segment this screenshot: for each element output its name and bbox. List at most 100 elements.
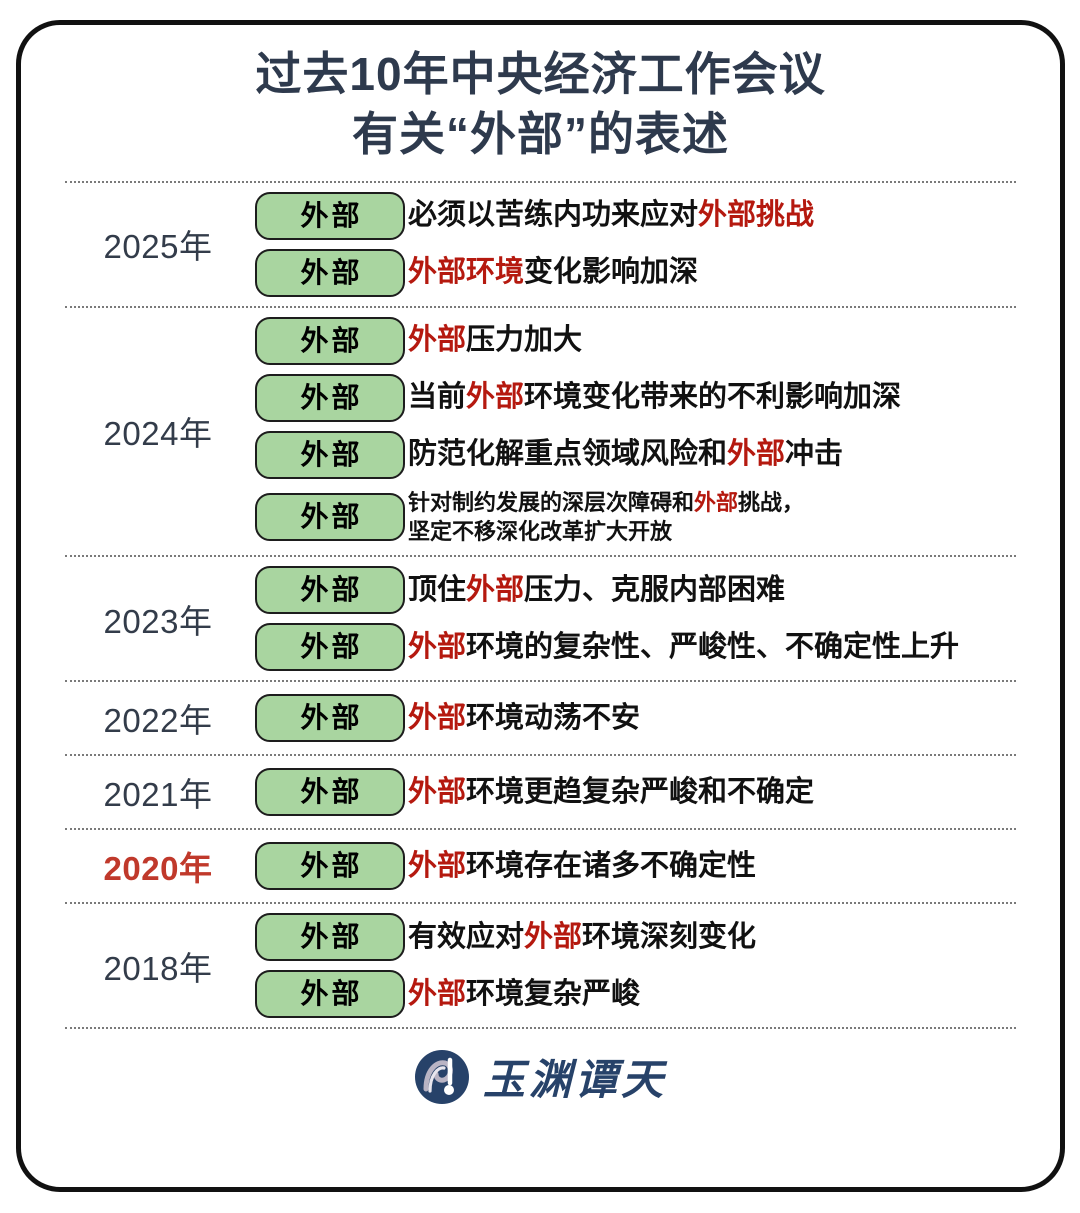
keyword-badge: 外部 <box>255 191 405 240</box>
entry-text: 外部环境更趋复杂严峻和不确定 <box>408 774 814 811</box>
infographic-card: 过去10年中央经济工作会议 有关“外部”的表述 2025年 外部 必须以苦练内功来应… <box>16 20 1065 1192</box>
entry-text: 外部环境复杂严峻 <box>408 976 640 1013</box>
entry-text-line: 针对制约发展的深层次障碍和外部挑战， <box>408 488 804 517</box>
entry-list: 外部 外部环境动荡不安 <box>251 694 1016 743</box>
highlight-text: 外部 <box>694 489 739 515</box>
footer: 玉渊谭天 <box>65 1027 1016 1107</box>
entry-text-line: 防范化解重点领域风险和外部冲击 <box>408 436 843 473</box>
year-label: 2022年 <box>103 702 213 740</box>
plain-text: 环境深刻变化 <box>582 920 757 953</box>
plain-text: 环境变化带来的不利影响加深 <box>524 381 902 414</box>
list-item: 外部 防范化解重点领域风险和外部冲击 <box>255 430 1016 479</box>
plain-text: 坚定不移深化改革扩大开放 <box>408 518 673 544</box>
page-title: 过去10年中央经济工作会议 有关“外部”的表述 <box>21 45 1060 165</box>
list-item: 外部 针对制约发展的深层次障碍和外部挑战， 坚定不移深化改革扩大开放 <box>255 488 1016 547</box>
entry-text-line: 必须以苦练内功来应对外部挑战 <box>408 197 814 234</box>
entry-text: 针对制约发展的深层次障碍和外部挑战， 坚定不移深化改革扩大开放 <box>408 488 804 547</box>
list-item: 外部 有效应对外部环境深刻变化 <box>255 913 1016 962</box>
entry-text: 外部环境的复杂性、严峻性、不确定性上升 <box>408 629 959 666</box>
highlight-text: 外部 <box>408 324 467 357</box>
entry-text-line: 坚定不移深化改革扩大开放 <box>408 517 804 546</box>
table-row: 2018年 外部 有效应对外部环境深刻变化 外部 外部环境复杂严峻 <box>65 902 1016 1027</box>
table-row: 2020年 外部 外部环境存在诸多不确定性 <box>65 828 1016 902</box>
year-label: 2025年 <box>103 228 213 266</box>
entry-text-line: 外部环境动荡不安 <box>408 700 640 737</box>
entry-list: 外部 顶住外部压力、克服内部困难 外部 外部环境的复杂性、严峻性、不确定性上升 <box>251 566 1016 672</box>
highlight-text: 外部挑战 <box>698 199 815 232</box>
highlight-text: 外部 <box>408 701 467 734</box>
plain-text: 环境动荡不安 <box>466 701 641 734</box>
entry-text: 必须以苦练内功来应对外部挑战 <box>408 197 814 234</box>
title-line-1: 过去10年中央经济工作会议 <box>255 48 826 100</box>
list-item: 外部 必须以苦练内功来应对外部挑战 <box>255 191 1016 240</box>
plain-text: 环境更趋复杂严峻和不确定 <box>466 775 815 808</box>
entry-text: 顶住外部压力、克服内部困难 <box>408 572 785 609</box>
highlight-text: 外部环境 <box>408 256 525 289</box>
entry-text-line: 有效应对外部环境深刻变化 <box>408 919 756 956</box>
keyword-badge: 外部 <box>255 913 405 962</box>
keyword-badge: 外部 <box>255 492 405 541</box>
year-label: 2020年 <box>103 850 213 888</box>
keyword-badge: 外部 <box>255 248 405 297</box>
keyword-badge: 外部 <box>255 566 405 615</box>
entry-text: 防范化解重点领域风险和外部冲击 <box>408 436 843 473</box>
entry-text: 外部环境变化影响加深 <box>408 254 698 291</box>
entry-list: 外部 外部环境存在诸多不确定性 <box>251 842 1016 891</box>
entry-text: 外部环境存在诸多不确定性 <box>408 848 756 885</box>
plain-text: 必须以苦练内功来应对 <box>408 199 699 232</box>
plain-text: 环境存在诸多不确定性 <box>466 849 757 882</box>
plain-text: 针对制约发展的深层次障碍和 <box>408 489 695 515</box>
keyword-badge: 外部 <box>255 842 405 891</box>
plain-text: 防范化解重点领域风险和 <box>408 438 728 471</box>
footer-logo-text: 玉渊谭天 <box>482 1058 667 1105</box>
yuyuan-tantian-swirl-logo-icon <box>414 1049 469 1104</box>
entry-text: 外部压力加大 <box>408 322 582 359</box>
list-item: 外部 外部环境更趋复杂严峻和不确定 <box>255 768 1016 817</box>
title-line-2: 有关“外部”的表述 <box>352 107 729 160</box>
plain-text: 环境的复杂性、严峻性、不确定性上升 <box>466 630 960 663</box>
keyword-badge: 外部 <box>255 316 405 365</box>
table-row: 2025年 外部 必须以苦练内功来应对外部挑战 外部 外部环境变化影响加深 <box>65 180 1016 306</box>
entry-text: 外部环境动荡不安 <box>408 700 640 737</box>
list-item: 外部 外部压力加大 <box>255 316 1016 365</box>
plain-text: 有效应对 <box>408 920 525 953</box>
year-rows: 2025年 外部 必须以苦练内功来应对外部挑战 外部 外部环境变化影响加深 2024年 外部… <box>21 180 1060 1028</box>
entry-text-line: 外部环境的复杂性、严峻性、不确定性上升 <box>408 629 959 666</box>
highlight-text: 外部 <box>408 775 467 808</box>
list-item: 外部 外部环境动荡不安 <box>255 694 1016 743</box>
entry-text-line: 顶住外部压力、克服内部困难 <box>408 572 785 609</box>
entry-list: 外部 必须以苦练内功来应对外部挑战 外部 外部环境变化影响加深 <box>251 191 1016 297</box>
plain-text: 当前 <box>408 381 467 414</box>
highlight-text: 外部 <box>408 977 467 1010</box>
keyword-badge: 外部 <box>255 623 405 672</box>
entry-text-line: 外部环境复杂严峻 <box>408 976 640 1013</box>
keyword-badge: 外部 <box>255 768 405 817</box>
plain-text: 变化影响加深 <box>524 256 699 289</box>
plain-text: 顶住 <box>408 573 467 606</box>
year-label: 2021年 <box>103 776 213 814</box>
entry-list: 外部 外部压力加大 外部 当前外部环境变化带来的不利影响加深 外部 防范化解重点领域风险和… <box>251 316 1016 547</box>
entry-text: 有效应对外部环境深刻变化 <box>408 919 756 956</box>
entry-text-line: 外部压力加大 <box>408 322 582 359</box>
list-item: 外部 外部环境复杂严峻 <box>255 970 1016 1019</box>
highlight-text: 外部 <box>727 438 786 471</box>
highlight-text: 外部 <box>466 573 525 606</box>
entry-list: 外部 有效应对外部环境深刻变化 外部 外部环境复杂严峻 <box>251 913 1016 1019</box>
keyword-badge: 外部 <box>255 373 405 422</box>
table-row: 2023年 外部 顶住外部压力、克服内部困难 外部 外部环境的复杂性、严峻性、不确定性上… <box>65 555 1016 680</box>
year-label: 2024年 <box>103 415 213 453</box>
table-row: 2024年 外部 外部压力加大 外部 当前外部环境变化带来的不利影响加深 外部 防范化解重点… <box>65 305 1016 556</box>
plain-text: 挑战， <box>738 489 805 515</box>
highlight-text: 外部 <box>408 630 467 663</box>
keyword-badge: 外部 <box>255 694 405 743</box>
year-label: 2023年 <box>103 602 213 640</box>
table-row: 2021年 外部 外部环境更趋复杂严峻和不确定 <box>65 754 1016 828</box>
highlight-text: 外部 <box>524 920 583 953</box>
entry-text-line: 外部环境变化影响加深 <box>408 254 698 291</box>
entry-list: 外部 外部环境更趋复杂严峻和不确定 <box>251 768 1016 817</box>
list-item: 外部 外部环境的复杂性、严峻性、不确定性上升 <box>255 623 1016 672</box>
highlight-text: 外部 <box>408 849 467 882</box>
plain-text: 冲击 <box>785 438 844 471</box>
highlight-text: 外部 <box>466 381 525 414</box>
entry-text-line: 当前外部环境变化带来的不利影响加深 <box>408 379 901 416</box>
